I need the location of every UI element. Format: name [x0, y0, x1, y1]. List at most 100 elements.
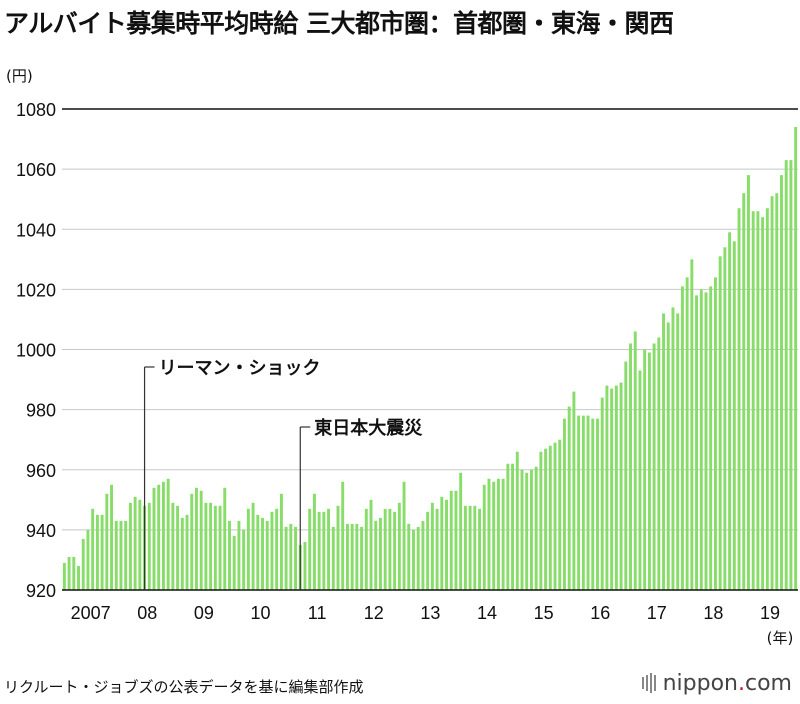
bar	[459, 472, 463, 590]
bar	[261, 517, 264, 590]
bar	[520, 469, 524, 590]
bar	[67, 556, 71, 590]
x-tick-label: 17	[647, 603, 667, 623]
bar	[756, 211, 760, 590]
bar	[412, 529, 415, 590]
bar	[765, 208, 769, 591]
bar	[284, 526, 288, 590]
bar	[709, 286, 713, 590]
bar	[81, 538, 85, 590]
bar	[511, 463, 515, 590]
bar	[355, 523, 359, 590]
bar	[529, 469, 533, 590]
bar	[265, 520, 269, 590]
bar	[671, 307, 675, 590]
nippon-logo-icon	[641, 673, 656, 693]
bar	[534, 466, 538, 590]
y-tick-label: 980	[26, 401, 56, 421]
bar	[562, 418, 566, 590]
bar	[553, 442, 557, 590]
bar	[161, 481, 165, 590]
bar	[449, 490, 453, 590]
x-tick-label: 11	[308, 603, 327, 623]
bar	[600, 397, 604, 590]
bar	[685, 277, 689, 590]
annotation-label: 東日本大震災	[314, 417, 423, 439]
bar	[666, 322, 670, 590]
y-tick-label: 960	[26, 461, 56, 481]
bar	[430, 502, 434, 590]
bar	[360, 526, 364, 590]
bar	[100, 514, 104, 590]
bar	[86, 529, 90, 590]
bar	[190, 493, 194, 590]
bar	[577, 415, 581, 590]
bar	[737, 208, 741, 591]
bar	[586, 415, 590, 590]
bar	[407, 523, 411, 590]
bar	[242, 529, 246, 590]
bar	[95, 514, 99, 590]
bar	[331, 526, 335, 590]
x-tick-label: 16	[590, 603, 610, 623]
bar	[742, 193, 746, 591]
x-tick-label: 12	[364, 603, 384, 623]
bar	[728, 232, 732, 590]
bar	[279, 493, 283, 590]
bar	[426, 511, 430, 590]
source-note: リクルート・ジョブズの公表データを基に編集部作成	[4, 678, 364, 696]
bar	[605, 385, 609, 590]
bar	[789, 160, 793, 590]
bar	[761, 217, 765, 590]
bar	[218, 505, 222, 590]
bar	[312, 493, 316, 590]
x-tick-label: 19	[760, 603, 780, 623]
bar	[124, 520, 128, 590]
bar	[496, 478, 500, 590]
bar	[199, 490, 203, 590]
bar	[544, 448, 548, 590]
bar	[454, 490, 458, 590]
bar	[383, 508, 387, 590]
bar	[171, 502, 175, 590]
bar	[463, 505, 467, 590]
bar	[204, 502, 208, 590]
bar	[364, 508, 368, 590]
bar	[397, 502, 401, 590]
x-tick-label: 13	[420, 603, 440, 623]
bar	[732, 241, 736, 590]
bar	[128, 502, 132, 590]
bar	[374, 520, 378, 590]
bar	[718, 256, 722, 590]
brand-tld: com	[745, 671, 792, 696]
bar	[322, 511, 326, 590]
bar	[345, 523, 349, 590]
bar	[784, 160, 788, 590]
bar	[591, 418, 595, 590]
bar	[209, 502, 213, 590]
bar	[515, 451, 519, 590]
bar	[232, 535, 236, 590]
bar	[548, 445, 552, 590]
y-tick-label: 1080	[16, 100, 56, 120]
bar	[713, 277, 717, 590]
bar	[194, 487, 198, 590]
bar	[228, 520, 231, 590]
bar	[77, 565, 80, 590]
bar	[62, 562, 66, 590]
bar	[539, 451, 543, 590]
bar	[114, 520, 118, 590]
bar	[629, 343, 632, 590]
brand-dot: .	[738, 671, 745, 696]
x-tick-label: 15	[534, 603, 554, 623]
bar	[581, 415, 585, 590]
bar	[294, 526, 298, 590]
bar	[119, 520, 123, 590]
x-tick-label: 2007	[71, 603, 111, 623]
bar	[473, 505, 477, 590]
bar	[478, 508, 482, 590]
bar	[690, 259, 694, 590]
y-tick-label: 940	[26, 521, 56, 541]
bar	[652, 343, 656, 590]
